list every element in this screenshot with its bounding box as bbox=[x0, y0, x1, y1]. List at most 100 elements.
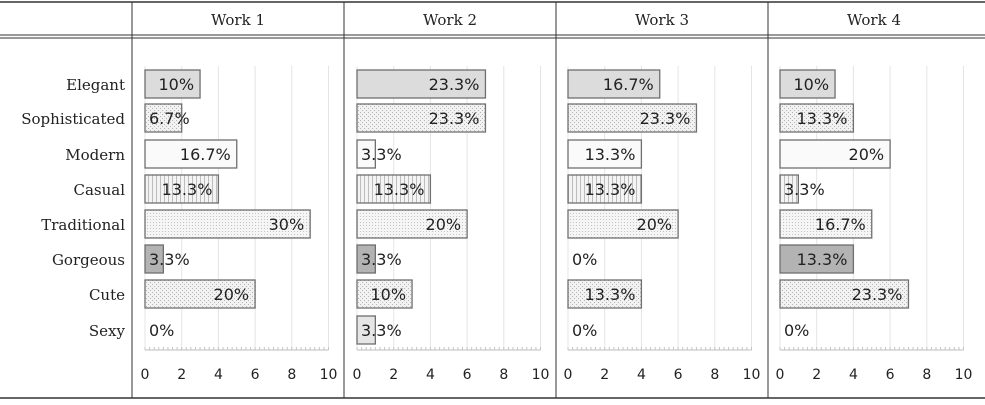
bar bbox=[356, 244, 377, 274]
x-tick-label: 0 bbox=[141, 367, 150, 383]
bar bbox=[779, 139, 891, 169]
data-label: 3.3% bbox=[149, 250, 190, 269]
data-label: 13.3% bbox=[797, 109, 848, 128]
data-label: 6.7% bbox=[149, 109, 190, 128]
data-label: 20% bbox=[849, 145, 885, 164]
bar bbox=[144, 69, 201, 99]
data-label: 16.7% bbox=[815, 215, 866, 234]
bar bbox=[567, 103, 698, 133]
bar bbox=[779, 209, 873, 239]
bar bbox=[779, 174, 800, 204]
data-label: 23.3% bbox=[429, 75, 480, 94]
category-label: Sophisticated bbox=[21, 110, 125, 128]
bar bbox=[779, 103, 855, 133]
category-label: Modern bbox=[65, 146, 125, 164]
column-header-work-2: Work 2 bbox=[423, 11, 477, 29]
bar bbox=[144, 209, 311, 239]
panel-work-2: 0 2 4 6 8 10 23.3% 23.3% 3.3% 13.3%20% 3.3% 10% 3.3% bbox=[353, 66, 550, 383]
data-label: 16.7% bbox=[180, 145, 231, 164]
column-header-work-4: Work 4 bbox=[847, 11, 901, 29]
x-tick-label: 6 bbox=[886, 367, 895, 383]
data-label: 0% bbox=[572, 321, 597, 340]
data-label: 23.3% bbox=[640, 109, 691, 128]
category-label: Sexy bbox=[89, 322, 126, 340]
category-label: Cute bbox=[89, 286, 125, 304]
data-label: 13.3% bbox=[797, 250, 848, 269]
bar bbox=[356, 209, 468, 239]
data-label: 10% bbox=[793, 75, 829, 94]
x-tick-label: 6 bbox=[463, 367, 472, 383]
data-label: 20% bbox=[426, 215, 462, 234]
category-labels: Elegant Sophisticated Modern Casual Traditio… bbox=[21, 76, 125, 340]
data-label: 13.3% bbox=[585, 180, 636, 199]
bar bbox=[144, 174, 220, 204]
bar bbox=[567, 174, 643, 204]
bar bbox=[356, 315, 377, 345]
panel-work-1: 0 2 4 6 8 10 10% 6.7% 16.7% 13.3% 30% 3.3% 20% 0% bbox=[141, 66, 338, 383]
bar bbox=[356, 139, 377, 169]
x-tick-label: 10 bbox=[955, 367, 973, 383]
x-tick-label: 6 bbox=[674, 367, 683, 383]
data-label: 20% bbox=[214, 285, 250, 304]
x-tick-label: 6 bbox=[251, 367, 260, 383]
x-tick-label: 10 bbox=[532, 367, 550, 383]
bar bbox=[779, 244, 855, 274]
bar bbox=[356, 279, 413, 309]
x-tick-label: 10 bbox=[320, 367, 338, 383]
bar bbox=[356, 103, 487, 133]
x-tick-label: 8 bbox=[287, 367, 296, 383]
category-label: Elegant bbox=[66, 76, 125, 94]
x-tick-label: 0 bbox=[564, 367, 573, 383]
bar bbox=[144, 244, 165, 274]
data-label: 13.3% bbox=[374, 180, 425, 199]
bar bbox=[144, 139, 238, 169]
x-tick-label: 0 bbox=[776, 367, 785, 383]
bar bbox=[356, 69, 487, 99]
x-tick-label: 4 bbox=[849, 367, 858, 383]
x-tick-label: 2 bbox=[812, 367, 821, 383]
bar bbox=[567, 209, 679, 239]
data-label: 13.3% bbox=[585, 145, 636, 164]
column-header-work-1: Work 1 bbox=[211, 11, 265, 29]
bar bbox=[144, 103, 183, 133]
column-headers: Work 1 Work 2 Work 3 Work 4 bbox=[211, 11, 901, 29]
x-tick-label: 4 bbox=[637, 367, 646, 383]
bar bbox=[779, 69, 836, 99]
x-tick-label: 8 bbox=[499, 367, 508, 383]
data-label: 13.3% bbox=[162, 180, 213, 199]
x-tick-label: 0 bbox=[353, 367, 362, 383]
data-label: 10% bbox=[158, 75, 194, 94]
bar bbox=[567, 69, 661, 99]
data-label: 23.3% bbox=[852, 285, 903, 304]
column-header-work-3: Work 3 bbox=[635, 11, 689, 29]
category-label: Traditional bbox=[41, 216, 125, 234]
category-label: Casual bbox=[73, 181, 125, 199]
bar bbox=[356, 174, 432, 204]
data-label: 20% bbox=[637, 215, 673, 234]
data-label: 30% bbox=[269, 215, 305, 234]
x-tick-label: 2 bbox=[389, 367, 398, 383]
bar bbox=[567, 279, 643, 309]
data-label: 3.3% bbox=[361, 321, 402, 340]
bar bbox=[567, 139, 643, 169]
data-label: 16.7% bbox=[603, 75, 654, 94]
data-label: 3.3% bbox=[784, 180, 825, 199]
data-label: 0% bbox=[149, 321, 174, 340]
data-label: 23.3% bbox=[429, 109, 480, 128]
bar bbox=[779, 279, 910, 309]
data-label: 0% bbox=[784, 321, 809, 340]
x-tick-label: 8 bbox=[922, 367, 931, 383]
data-label: 3.3% bbox=[361, 145, 402, 164]
x-tick-label: 4 bbox=[426, 367, 435, 383]
data-label: 10% bbox=[370, 285, 406, 304]
x-tick-label: 4 bbox=[214, 367, 223, 383]
x-tick-label: 10 bbox=[743, 367, 761, 383]
bar bbox=[144, 279, 256, 309]
x-tick-label: 2 bbox=[600, 367, 609, 383]
category-label: Gorgeous bbox=[52, 251, 125, 269]
